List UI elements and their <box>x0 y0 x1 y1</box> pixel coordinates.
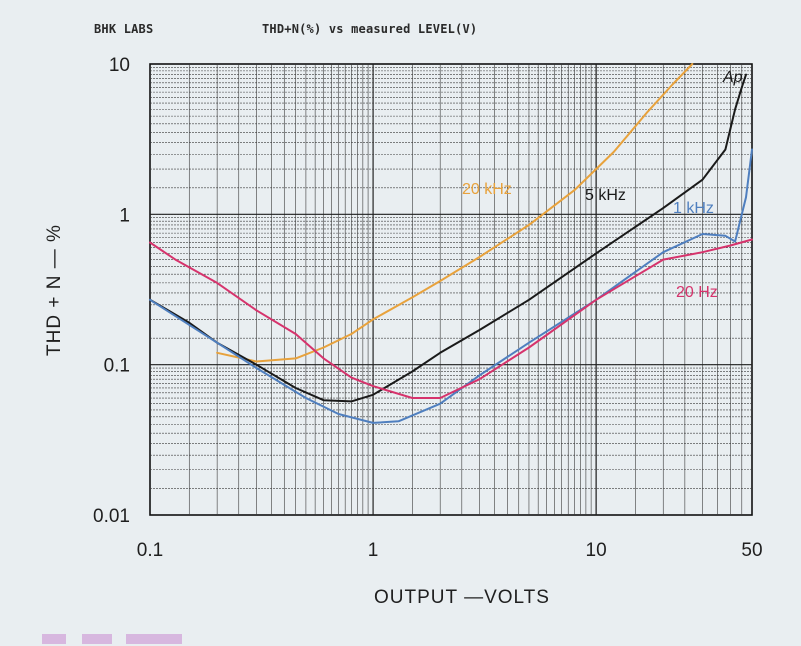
x-tick-label: 50 <box>741 540 762 561</box>
series-line <box>149 73 747 403</box>
y-axis-label: THD + N — % <box>44 224 65 356</box>
header-brand: BHK LABS <box>94 22 154 36</box>
y-tick-label: 10 <box>109 55 130 76</box>
chart-series <box>149 63 753 424</box>
series-label: 20 Hz <box>676 284 718 301</box>
chart-labels: 20 kHz 5 kHz 1 kHz 20 Hz 0.1 1 10 50 10 1 0.1 0.01 O… <box>44 55 763 608</box>
chart-grid <box>149 63 753 516</box>
y-tick-label: 0.01 <box>93 506 130 527</box>
series-line <box>216 63 694 363</box>
x-tick-label: 1 <box>368 540 379 561</box>
series-label: 1 kHz <box>673 200 714 217</box>
y-tick-label: 1 <box>119 205 130 226</box>
series-line <box>149 238 753 399</box>
corner-mark: Ap <box>722 69 743 86</box>
x-axis-label: OUTPUT —VOLTS <box>374 587 550 608</box>
series-label: 5 kHz <box>585 187 626 204</box>
y-tick-label: 0.1 <box>104 356 130 377</box>
x-tick-label: 0.1 <box>137 540 163 561</box>
series-label: 20 kHz <box>462 181 512 198</box>
plot-frame <box>149 63 753 516</box>
x-tick-label: 10 <box>586 540 607 561</box>
header-title: THD+N(%) vs measured LEVEL(V) <box>262 22 478 36</box>
bottom-strip <box>30 628 290 646</box>
series-line <box>149 148 753 424</box>
